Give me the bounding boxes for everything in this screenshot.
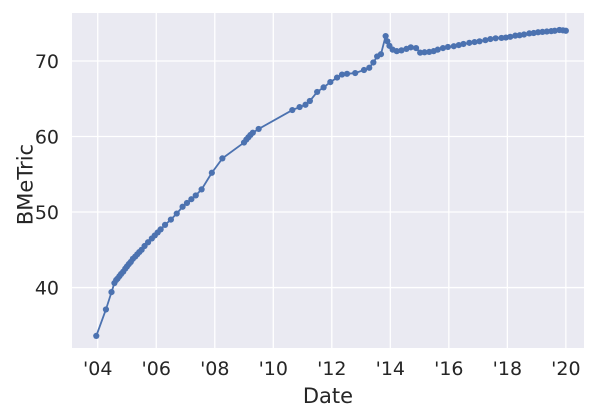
data-point	[327, 79, 334, 86]
x-tick-label: '16	[434, 358, 463, 380]
data-point	[296, 103, 303, 111]
x-tick-label: '10	[259, 358, 288, 380]
data-point	[289, 106, 296, 114]
data-point	[255, 125, 262, 133]
data-point	[471, 38, 478, 46]
data-point	[366, 64, 373, 71]
x-tick-label: '14	[376, 358, 405, 380]
data-point	[393, 48, 400, 55]
plot-area	[72, 13, 584, 348]
x-axis-label: Date	[302, 384, 354, 408]
x-tick-label: '04	[83, 358, 112, 380]
data-point	[520, 31, 528, 38]
x-tick-label: '06	[142, 358, 171, 380]
data-point	[360, 66, 368, 74]
y-tick-label: 70	[35, 51, 59, 73]
data-point	[167, 216, 174, 223]
x-tick-label: '18	[493, 358, 522, 380]
data-point	[306, 97, 313, 105]
data-point	[352, 69, 359, 77]
data-point	[333, 74, 341, 81]
data-point	[338, 71, 346, 78]
data-point	[482, 37, 489, 44]
data-point	[466, 39, 473, 46]
data-point	[108, 289, 115, 296]
data-point	[144, 239, 152, 246]
data-point	[188, 196, 195, 203]
data-point	[161, 221, 169, 228]
data-point	[173, 210, 180, 217]
data-point	[444, 43, 452, 51]
data-point	[487, 35, 494, 43]
data-point	[562, 27, 569, 34]
data-point	[476, 38, 483, 45]
data-point	[450, 43, 457, 50]
data-point	[398, 47, 405, 54]
y-tick-label: 40	[35, 278, 59, 300]
data-point	[434, 46, 441, 53]
data-point	[183, 199, 191, 207]
data-point	[208, 169, 215, 176]
data-point	[421, 49, 428, 56]
data-point	[343, 70, 351, 77]
data-point	[412, 45, 420, 52]
x-tick-label: '20	[551, 358, 580, 380]
data-point	[179, 203, 186, 210]
y-axis-label: BMeTric	[13, 143, 38, 226]
data-point	[320, 84, 327, 91]
data-point	[157, 226, 164, 233]
y-tick-label: 50	[35, 202, 59, 224]
data-point	[439, 45, 447, 52]
data-point	[102, 306, 110, 313]
data-point	[407, 44, 414, 51]
data-point	[492, 35, 499, 42]
data-point	[455, 42, 462, 49]
data-point	[370, 59, 377, 66]
x-tick-label: '12	[317, 358, 346, 380]
data-point	[460, 40, 467, 48]
data-point	[551, 27, 558, 34]
x-tick-label: '08	[200, 358, 229, 380]
data-point	[377, 51, 385, 58]
y-tick-label: 60	[35, 127, 59, 149]
data-point	[198, 186, 205, 193]
data-point	[507, 33, 514, 40]
data-point	[93, 332, 100, 340]
data-point	[192, 192, 199, 199]
data-point	[382, 32, 389, 40]
data-point	[302, 101, 309, 108]
data-point	[249, 129, 256, 136]
data-point	[219, 155, 226, 162]
data-point	[314, 88, 321, 96]
